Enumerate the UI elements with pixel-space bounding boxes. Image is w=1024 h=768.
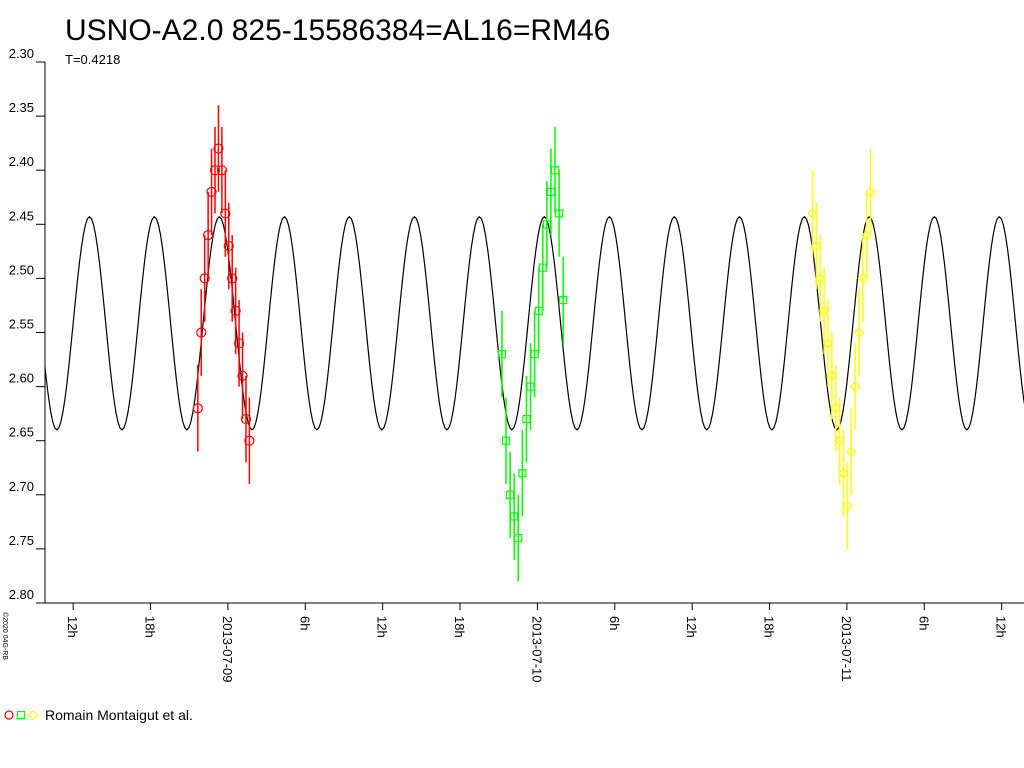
x-tick-label: 6h bbox=[916, 616, 931, 630]
point bbox=[861, 229, 873, 241]
chart-subtitle: T=0.4218 bbox=[65, 52, 120, 67]
point bbox=[814, 273, 826, 284]
y-tick-label: 2.75 bbox=[9, 533, 34, 548]
chart-title: USNO-A2.0 825-15586384=AL16=RM46 bbox=[65, 14, 610, 47]
y-tick-label: 2.55 bbox=[9, 317, 34, 332]
point bbox=[865, 186, 876, 198]
point bbox=[559, 295, 568, 305]
y-tick-label: 2.80 bbox=[9, 587, 34, 602]
point bbox=[518, 469, 527, 478]
point bbox=[244, 435, 255, 446]
point bbox=[811, 240, 822, 252]
y-tick-label: 2.65 bbox=[9, 425, 34, 440]
x-tick-label: 12h bbox=[994, 616, 1009, 638]
point bbox=[497, 350, 507, 359]
y-tick-label: 2.60 bbox=[9, 371, 34, 386]
point bbox=[196, 327, 207, 338]
legend-symbol bbox=[27, 709, 39, 721]
x-tick-label: 12h bbox=[375, 616, 390, 638]
x-tick-label: 6h bbox=[607, 616, 622, 630]
point bbox=[213, 143, 224, 154]
y-tick-label: 2.70 bbox=[9, 479, 34, 494]
point bbox=[830, 402, 842, 414]
point bbox=[555, 209, 564, 218]
x-tick-label: 2013-07-09 bbox=[220, 616, 235, 683]
x-tick-label: 12h bbox=[65, 616, 80, 638]
point bbox=[826, 370, 838, 382]
plot-area bbox=[45, 105, 1024, 582]
model-curve bbox=[45, 215, 1024, 431]
point bbox=[216, 165, 227, 176]
point bbox=[220, 208, 231, 219]
point bbox=[240, 413, 252, 425]
y-tick-label: 2.35 bbox=[9, 100, 34, 115]
point bbox=[849, 381, 861, 392]
point bbox=[822, 337, 834, 349]
point bbox=[514, 533, 523, 543]
y-tick-label: 2.50 bbox=[9, 262, 34, 277]
x-tick-label: 18h bbox=[762, 616, 777, 638]
legend-symbol bbox=[16, 710, 26, 720]
point bbox=[237, 370, 248, 381]
x-tick-label: 2013-07-11 bbox=[839, 616, 854, 682]
point bbox=[192, 403, 203, 414]
point bbox=[230, 305, 241, 316]
legend-symbol bbox=[4, 710, 14, 720]
point bbox=[501, 436, 511, 445]
point bbox=[838, 467, 849, 479]
credit: ©2020 04G-RB bbox=[1, 612, 9, 660]
legend-label: Romain Montaigut et al. bbox=[45, 707, 193, 723]
point bbox=[845, 446, 857, 457]
point bbox=[199, 273, 210, 284]
point bbox=[206, 186, 217, 197]
point bbox=[233, 338, 245, 349]
point bbox=[227, 273, 238, 284]
x-tick-label: 12h bbox=[684, 616, 699, 638]
y-tick-label: 2.40 bbox=[9, 154, 34, 169]
point bbox=[807, 208, 818, 219]
point bbox=[841, 500, 853, 511]
x-tick-label: 6h bbox=[297, 616, 312, 630]
point bbox=[203, 230, 214, 241]
point bbox=[857, 273, 869, 284]
x-tick-label: 18h bbox=[143, 616, 158, 638]
x-tick-label: 2013-07-10 bbox=[529, 616, 544, 683]
y-tick-label: 2.45 bbox=[9, 208, 34, 223]
point bbox=[209, 165, 221, 176]
point bbox=[834, 435, 845, 447]
point bbox=[818, 305, 830, 317]
y-tick-label: 2.30 bbox=[9, 46, 34, 61]
point bbox=[223, 240, 234, 252]
point bbox=[853, 327, 865, 338]
x-tick-label: 18h bbox=[452, 616, 467, 638]
